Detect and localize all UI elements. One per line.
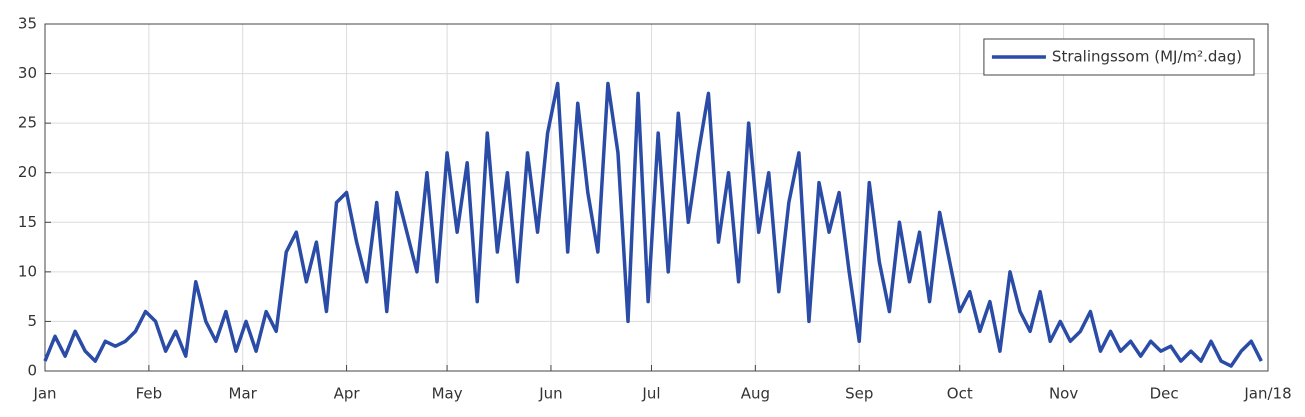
y-tick-label: 5 — [27, 312, 37, 330]
y-tick-label: 20 — [18, 163, 37, 181]
x-tick-label: Nov — [1049, 385, 1078, 403]
x-tick-label: Jan/18 — [1243, 385, 1291, 403]
legend-label: Stralingssom (MJ/m².dag) — [1052, 48, 1242, 66]
plot-frame — [44, 23, 1269, 372]
data-line — [43, 81, 1263, 368]
y-tick-label: 25 — [18, 114, 37, 132]
y-tick-label: 15 — [18, 213, 37, 231]
y-tick-label: 30 — [18, 64, 37, 82]
x-tick-label: Aug — [741, 385, 770, 403]
x-tick-label: Feb — [136, 385, 163, 403]
x-tick-label: Dec — [1150, 385, 1179, 403]
x-tick-label: Jan — [32, 385, 56, 403]
x-tick-label: Jul — [641, 385, 660, 403]
x-tick-label: Sep — [845, 385, 873, 403]
y-tick-label: 10 — [18, 262, 37, 280]
x-tick-label: Apr — [334, 385, 361, 403]
x-tick-label: Oct — [947, 385, 973, 403]
x-tick-label: Jun — [538, 385, 562, 403]
y-tick-label: 35 — [18, 15, 37, 33]
x-tick-label: Mar — [229, 385, 258, 403]
x-tick-label: May — [432, 385, 463, 403]
legend: Stralingssom (MJ/m².dag) — [983, 38, 1255, 76]
y-tick-label: 0 — [27, 362, 37, 380]
